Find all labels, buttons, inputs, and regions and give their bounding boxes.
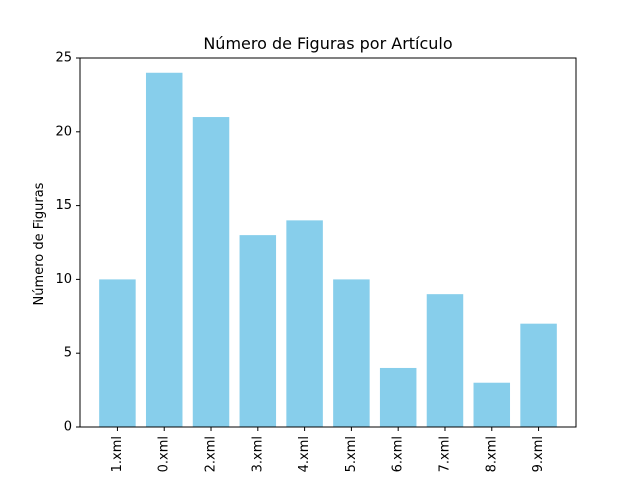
y-tick-label: 15 xyxy=(55,198,72,213)
bar-0.xml xyxy=(145,72,183,427)
x-tick-label: 7.xml xyxy=(437,436,452,472)
x-tick-label: 6.xml xyxy=(391,436,406,472)
plot-frame xyxy=(79,57,577,428)
x-tick-label: 2.xml xyxy=(204,436,219,472)
y-tick-label: 25 xyxy=(55,51,72,66)
x-tick-label: 5.xml xyxy=(344,436,359,472)
bar-7.xml xyxy=(426,294,464,427)
x-tick-label: 9.xml xyxy=(531,436,546,472)
bar-5.xml xyxy=(333,279,370,427)
x-ticks-group: 1.xml 0.xml 2.xml 3.xml 4.xml 5.xml 6.xml 7.xml… xyxy=(110,427,546,472)
x-tick-label: 8.xml xyxy=(484,436,499,472)
bars-group xyxy=(99,72,557,427)
y-tick-label: 0 xyxy=(64,420,72,435)
x-tick-label: 4.xml xyxy=(297,436,312,472)
x-tick-label: 0.xml xyxy=(157,436,172,472)
y-tick-label: 10 xyxy=(55,272,72,287)
y-ticks-group: 0 5 10 15 20 25 xyxy=(55,51,80,435)
bar-2.xml xyxy=(192,117,230,427)
bar-6.xml xyxy=(379,367,417,427)
x-tick-label: 1.xml xyxy=(110,436,125,472)
y-axis-label: Número de Figuras xyxy=(32,182,47,305)
bar-3.xml xyxy=(239,235,277,427)
bar-9.xml xyxy=(520,323,557,427)
x-tick-label: 3.xml xyxy=(250,436,265,472)
bar-8.xml xyxy=(473,382,511,427)
bar-1.xml xyxy=(99,279,136,427)
bar-4.xml xyxy=(286,220,323,427)
chart-title: Número de Figuras por Artículo xyxy=(203,34,452,53)
y-tick-label: 20 xyxy=(55,124,72,139)
y-tick-label: 5 xyxy=(64,346,72,361)
